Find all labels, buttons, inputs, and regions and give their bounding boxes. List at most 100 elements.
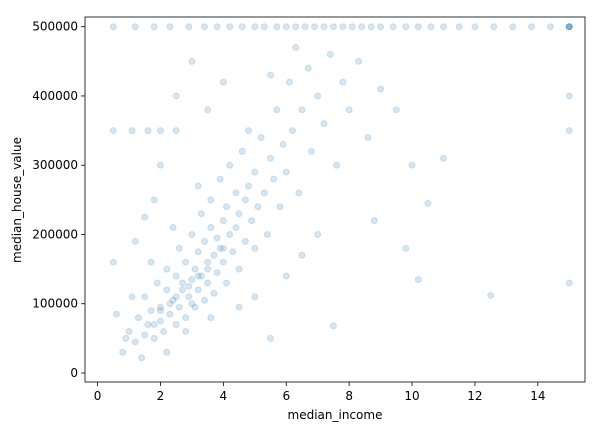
point bbox=[260, 23, 268, 31]
point bbox=[188, 275, 196, 283]
point bbox=[188, 300, 196, 308]
point bbox=[172, 321, 180, 329]
x-tick-label: 0 bbox=[94, 389, 102, 403]
point bbox=[301, 23, 309, 31]
point bbox=[150, 196, 158, 204]
point bbox=[248, 217, 256, 225]
point bbox=[226, 23, 234, 31]
point bbox=[182, 327, 190, 335]
point bbox=[490, 23, 498, 31]
x-tick-label: 4 bbox=[220, 389, 228, 403]
y-tick-label: 100000 bbox=[32, 297, 78, 311]
point bbox=[402, 23, 410, 31]
point bbox=[267, 71, 275, 79]
point bbox=[257, 134, 265, 142]
point bbox=[439, 154, 447, 162]
point bbox=[424, 199, 432, 207]
point bbox=[245, 182, 253, 190]
point bbox=[172, 92, 180, 100]
point bbox=[160, 327, 168, 335]
point bbox=[194, 182, 202, 190]
point bbox=[141, 293, 149, 301]
point bbox=[329, 322, 337, 330]
point bbox=[408, 161, 416, 169]
point bbox=[487, 291, 495, 299]
point bbox=[298, 251, 306, 259]
point bbox=[185, 23, 193, 31]
point bbox=[163, 265, 171, 273]
point bbox=[178, 279, 186, 287]
point bbox=[125, 327, 133, 335]
point bbox=[311, 23, 319, 31]
point bbox=[194, 248, 202, 256]
point bbox=[131, 338, 139, 346]
point bbox=[150, 23, 158, 31]
point bbox=[213, 234, 221, 242]
point bbox=[128, 127, 136, 135]
point bbox=[131, 23, 139, 31]
point bbox=[345, 106, 353, 114]
x-tick-label: 6 bbox=[282, 389, 290, 403]
point bbox=[251, 23, 259, 31]
point bbox=[150, 321, 158, 329]
point bbox=[175, 244, 183, 252]
point bbox=[182, 258, 190, 266]
point bbox=[439, 23, 447, 31]
point bbox=[172, 127, 180, 135]
point bbox=[216, 175, 224, 183]
y-tick-label: 200000 bbox=[32, 227, 78, 241]
point bbox=[377, 23, 385, 31]
point bbox=[238, 147, 246, 155]
point bbox=[251, 293, 259, 301]
point bbox=[210, 251, 218, 259]
y-tick-label: 0 bbox=[70, 366, 78, 380]
point bbox=[178, 286, 186, 294]
point bbox=[565, 92, 573, 100]
point bbox=[194, 272, 202, 280]
y-tick-label: 300000 bbox=[32, 158, 78, 172]
point bbox=[320, 23, 328, 31]
point bbox=[169, 296, 177, 304]
point bbox=[204, 106, 212, 114]
point bbox=[358, 23, 366, 31]
point bbox=[307, 147, 315, 155]
point bbox=[156, 317, 164, 325]
point bbox=[204, 279, 212, 287]
point bbox=[314, 92, 322, 100]
point bbox=[509, 23, 517, 31]
point bbox=[235, 303, 243, 311]
point bbox=[251, 168, 259, 176]
y-axis-label: median_house_value bbox=[10, 137, 24, 263]
point bbox=[156, 303, 164, 311]
point bbox=[166, 300, 174, 308]
point bbox=[172, 272, 180, 280]
x-axis-label: median_income bbox=[288, 408, 383, 422]
point bbox=[138, 354, 146, 362]
point bbox=[207, 314, 215, 322]
point bbox=[226, 161, 234, 169]
point bbox=[260, 189, 268, 197]
point bbox=[188, 57, 196, 65]
point bbox=[216, 244, 224, 252]
point bbox=[270, 175, 278, 183]
point bbox=[185, 293, 193, 301]
x-tick-label: 8 bbox=[345, 389, 353, 403]
point bbox=[144, 321, 152, 329]
point bbox=[150, 334, 158, 342]
y-tick-label: 400000 bbox=[32, 89, 78, 103]
point bbox=[427, 23, 435, 31]
point bbox=[273, 106, 281, 114]
point bbox=[119, 348, 127, 356]
point bbox=[109, 258, 117, 266]
point bbox=[292, 43, 300, 51]
point bbox=[163, 348, 171, 356]
point bbox=[238, 23, 246, 31]
x-tick-label: 14 bbox=[530, 389, 545, 403]
point bbox=[329, 23, 337, 31]
point bbox=[219, 78, 227, 86]
point bbox=[197, 210, 205, 218]
point bbox=[207, 196, 215, 204]
point bbox=[267, 154, 275, 162]
point bbox=[339, 78, 347, 86]
